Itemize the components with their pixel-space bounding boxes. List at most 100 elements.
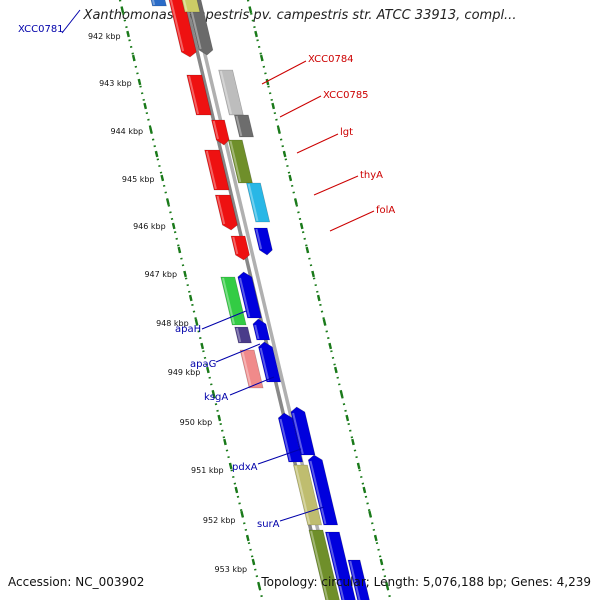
- feature-label[interactable]: apaH: [175, 324, 201, 335]
- gene-block[interactable]: [252, 318, 271, 341]
- gene-highlight: [151, 0, 156, 6]
- gene-highlight: [241, 350, 252, 388]
- feature-label[interactable]: pdxA: [232, 462, 258, 473]
- kbp-tick-label: 953 kbp: [215, 565, 248, 574]
- feature-label[interactable]: folA: [376, 205, 395, 216]
- gene-highlight: [219, 70, 233, 115]
- scale-tick: [254, 30, 258, 38]
- feature-label[interactable]: XCC0781: [18, 24, 64, 35]
- gene-block[interactable]: [186, 74, 212, 116]
- gene-block[interactable]: [246, 182, 271, 223]
- label-leader-line: [201, 310, 247, 330]
- scale-tick: [248, 6, 253, 14]
- scale-tick: [217, 414, 222, 422]
- scale-tick: [322, 318, 327, 326]
- gene-highlight: [232, 236, 239, 255]
- label-leader-line: [229, 376, 275, 396]
- gene-block[interactable]: [277, 412, 304, 463]
- accession-text: Accession: NC_003902: [8, 575, 145, 589]
- scale-tick: [166, 198, 170, 206]
- gene-highlight: [216, 195, 226, 225]
- label-leader-line: [215, 343, 261, 363]
- gene-highlight: [235, 115, 243, 137]
- gene-block[interactable]: [308, 529, 344, 600]
- gene-block[interactable]: [233, 114, 254, 138]
- scale-tick: [299, 222, 304, 230]
- gene-block[interactable]: [324, 531, 360, 600]
- gene-highlight: [235, 327, 242, 343]
- feature-label[interactable]: XCC0784: [308, 54, 354, 65]
- kbp-tick-label: 951 kbp: [191, 466, 224, 475]
- scale-tick: [334, 366, 338, 374]
- feature-label[interactable]: ksgA: [204, 392, 228, 403]
- feature-label[interactable]: thyA: [360, 170, 383, 181]
- gene-highlight: [294, 465, 311, 525]
- scale-tick: [345, 414, 350, 422]
- scale-tick: [328, 342, 333, 350]
- scale-tick: [240, 510, 244, 518]
- scale-tick: [137, 78, 142, 86]
- gene-highlight: [182, 0, 188, 12]
- kbp-tick-label: 945 kbp: [122, 175, 155, 184]
- scale-tick: [356, 462, 361, 470]
- scale-tick: [143, 102, 148, 110]
- gene-block[interactable]: [180, 0, 201, 13]
- scale-tick: [316, 294, 321, 302]
- scale-tick: [351, 438, 355, 446]
- topology-text: Topology: circular; Length: 5,076,188 bp…: [261, 575, 591, 589]
- scale-tick: [120, 6, 125, 14]
- gene-block[interactable]: [211, 119, 230, 146]
- scale-tick: [194, 318, 199, 326]
- scale-line-right: [246, 0, 392, 600]
- scale-tick: [177, 246, 182, 254]
- scale-tick: [379, 558, 384, 566]
- gene-highlight: [349, 560, 361, 600]
- gene-block[interactable]: [185, 0, 214, 56]
- feature-label[interactable]: surA: [257, 519, 280, 530]
- gene-highlight: [326, 532, 345, 600]
- kbp-tick-label: 950 kbp: [180, 418, 213, 427]
- scale-tick: [362, 486, 367, 494]
- scale-tick: [259, 54, 264, 62]
- gene-block[interactable]: [230, 235, 250, 261]
- gene-block[interactable]: [258, 341, 282, 383]
- gene-block[interactable]: [347, 559, 374, 600]
- gene-highlight: [205, 150, 217, 190]
- gene-block[interactable]: [204, 149, 230, 191]
- gene-block[interactable]: [214, 194, 238, 231]
- scale-tick: [234, 486, 239, 494]
- scale-tick: [257, 582, 262, 590]
- gene-highlight: [239, 277, 251, 318]
- gene-block[interactable]: [307, 454, 339, 526]
- scale-tick: [339, 390, 344, 398]
- kbp-tick-label: 952 kbp: [203, 516, 236, 525]
- feature-label[interactable]: apaG: [190, 359, 216, 370]
- gene-block[interactable]: [167, 0, 197, 58]
- label-leader-line: [329, 210, 375, 232]
- scale-tick: [245, 534, 250, 542]
- scale-tick: [223, 438, 227, 446]
- scale-tick: [171, 222, 176, 230]
- scale-tick: [368, 510, 372, 518]
- gene-block[interactable]: [290, 406, 316, 456]
- gene-block[interactable]: [234, 326, 252, 344]
- feature-label[interactable]: lgt: [340, 127, 353, 138]
- gene-highlight: [212, 120, 219, 140]
- gene-block[interactable]: [239, 349, 264, 389]
- scale-tick: [188, 294, 193, 302]
- gene-highlight: [309, 460, 327, 525]
- gene-highlight: [310, 530, 329, 600]
- scale-tick: [305, 246, 310, 254]
- gene-block[interactable]: [237, 271, 262, 319]
- scale-tick: [206, 366, 210, 374]
- scale-tick: [126, 30, 130, 38]
- gene-block[interactable]: [149, 0, 167, 7]
- label-leader-line: [61, 9, 81, 34]
- scale-tick: [228, 462, 233, 470]
- gene-highlight: [259, 347, 270, 382]
- feature-label[interactable]: XCC0785: [323, 90, 369, 101]
- scale-tick: [271, 102, 276, 110]
- gene-block[interactable]: [253, 227, 273, 256]
- kbp-tick-label: 942 kbp: [88, 32, 121, 41]
